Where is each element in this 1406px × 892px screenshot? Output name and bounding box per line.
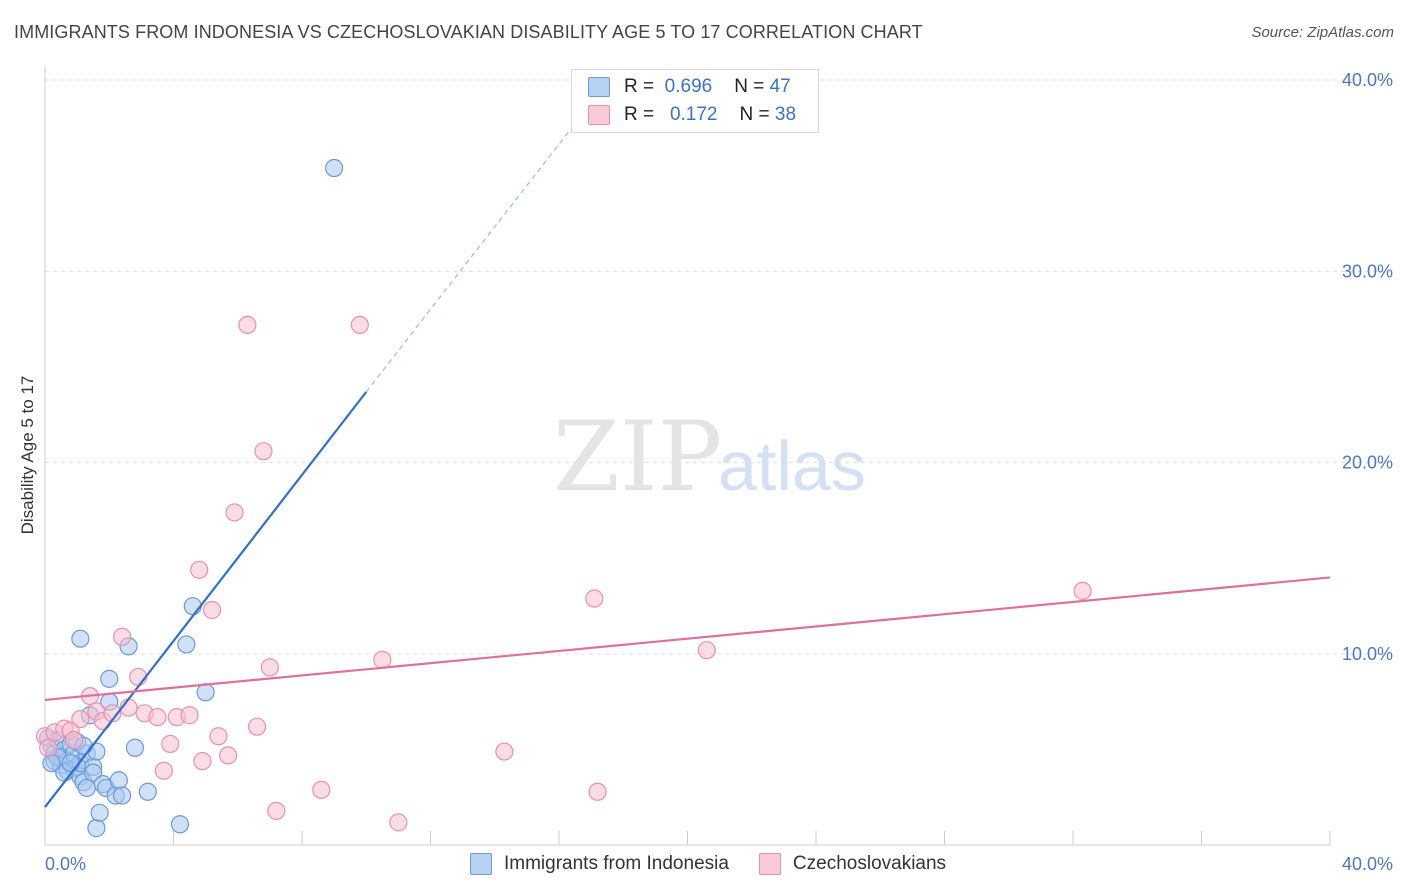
czechoslovakians-point bbox=[161, 734, 180, 754]
legend-n-label: N = bbox=[739, 104, 770, 125]
correlation-legend: R = 0.696 N = 47 R = 0.172 N = 38 bbox=[571, 69, 819, 133]
legend-r-label: R = bbox=[624, 104, 655, 125]
legend-swatch-blue bbox=[470, 853, 492, 875]
czechoslovakians-point bbox=[193, 752, 212, 771]
czechoslovakians-point bbox=[209, 727, 228, 746]
y-tick-label: 20.0% bbox=[1342, 453, 1393, 473]
legend-r-value: 0.172 bbox=[669, 104, 718, 125]
indonesia-point bbox=[42, 753, 61, 773]
legend-label-indonesia: Immigrants from Indonesia bbox=[504, 853, 729, 874]
y-tick-label: 30.0% bbox=[1342, 261, 1393, 281]
czechoslovakians-point bbox=[238, 315, 257, 335]
legend-item-indonesia: Immigrants from Indonesia bbox=[470, 853, 729, 875]
indonesia-point bbox=[170, 815, 190, 834]
legend-item-czechoslovakians: Czechoslovakians bbox=[758, 853, 947, 875]
czechoslovakians-point bbox=[148, 708, 167, 727]
indonesia-point bbox=[325, 158, 344, 178]
indonesia-trend-extension bbox=[365, 102, 592, 393]
legend-row-czechoslovakians: R = 0.172 N = 38 bbox=[588, 103, 796, 127]
axes bbox=[44, 66, 1331, 846]
czechoslovakians-point bbox=[588, 782, 607, 801]
indonesia-point bbox=[196, 683, 215, 702]
series-indonesia-points bbox=[39, 158, 344, 838]
czechoslovakians-point bbox=[254, 442, 273, 461]
czechoslovakians-point bbox=[71, 709, 90, 729]
legend-r-label: R = bbox=[624, 76, 655, 97]
chart-title: IMMIGRANTS FROM INDONESIA VS CZECHOSLOVA… bbox=[14, 22, 923, 42]
czechoslovakians-point bbox=[697, 641, 716, 660]
legend-n-value: 47 bbox=[769, 76, 791, 97]
y-tick-label: 40.0% bbox=[1342, 70, 1393, 90]
czechoslovakians-point bbox=[1073, 581, 1092, 600]
czechoslovakians-point bbox=[39, 738, 58, 757]
legend-row-indonesia: R = 0.696 N = 47 bbox=[588, 75, 791, 99]
indonesia-point bbox=[87, 819, 106, 838]
czechoslovakians-point bbox=[267, 801, 286, 820]
trend-lines bbox=[44, 102, 1331, 808]
legend-n-value: 38 bbox=[774, 104, 797, 125]
legend-label-czechoslovakians: Czechoslovakians bbox=[792, 853, 947, 874]
indonesia-trend-line bbox=[44, 391, 368, 808]
legend-swatch-pink bbox=[758, 853, 781, 875]
czechoslovakians-point bbox=[389, 813, 408, 832]
czechoslovakians-point bbox=[103, 704, 122, 723]
czechoslovakians-point bbox=[225, 503, 244, 522]
watermark-atlas: atlas bbox=[718, 427, 866, 505]
czechoslovakians-point bbox=[373, 650, 392, 669]
czechoslovakians-point bbox=[64, 730, 84, 750]
czechoslovakians-point bbox=[350, 315, 369, 335]
indonesia-point bbox=[61, 753, 80, 773]
legend-r-value: 0.696 bbox=[664, 76, 713, 97]
indonesia-point bbox=[183, 597, 202, 616]
indonesia-point bbox=[90, 803, 109, 822]
czechoslovakians-point bbox=[312, 780, 331, 799]
series-czechoslovakians-points bbox=[35, 315, 1092, 832]
indonesia-point bbox=[100, 669, 119, 688]
indonesia-point bbox=[138, 782, 157, 801]
czechoslovakians-point bbox=[112, 627, 132, 646]
source-label: Source: ZipAtlas.com bbox=[1251, 24, 1394, 41]
czechoslovakians-trend-line bbox=[44, 576, 1331, 702]
czechoslovakians-point bbox=[260, 658, 279, 677]
indonesia-point bbox=[71, 629, 90, 648]
czechoslovakians-point bbox=[154, 761, 173, 780]
legend-n-label: N = bbox=[734, 76, 765, 97]
tick-labels: 10.0% 20.0% 30.0% 40.0% 0.0% 40.0% bbox=[45, 70, 1393, 874]
series-legend: Immigrants from Indonesia Czechoslovakia… bbox=[470, 850, 976, 878]
indonesia-point bbox=[109, 771, 128, 790]
legend-swatch-blue bbox=[588, 77, 610, 97]
czechoslovakians-point bbox=[190, 560, 209, 579]
indonesia-point bbox=[125, 738, 145, 757]
grid-lines bbox=[45, 79, 1390, 655]
legend-swatch-pink bbox=[588, 105, 610, 125]
indonesia-point bbox=[112, 786, 132, 805]
czechoslovakians-point bbox=[585, 589, 604, 608]
czechoslovakians-point bbox=[219, 746, 238, 765]
indonesia-point bbox=[77, 778, 96, 798]
czechoslovakians-point bbox=[180, 706, 199, 725]
czechoslovakians-point bbox=[202, 600, 222, 620]
czechoslovakians-point bbox=[129, 667, 148, 687]
x-tick-label: 40.0% bbox=[1342, 854, 1393, 874]
czechoslovakians-point bbox=[247, 717, 267, 736]
x-tick-label: 0.0% bbox=[45, 854, 86, 874]
watermark-zip: ZIP bbox=[553, 401, 722, 513]
y-tick-label: 10.0% bbox=[1342, 644, 1393, 664]
indonesia-point bbox=[177, 635, 196, 654]
czechoslovakians-point bbox=[495, 742, 514, 761]
